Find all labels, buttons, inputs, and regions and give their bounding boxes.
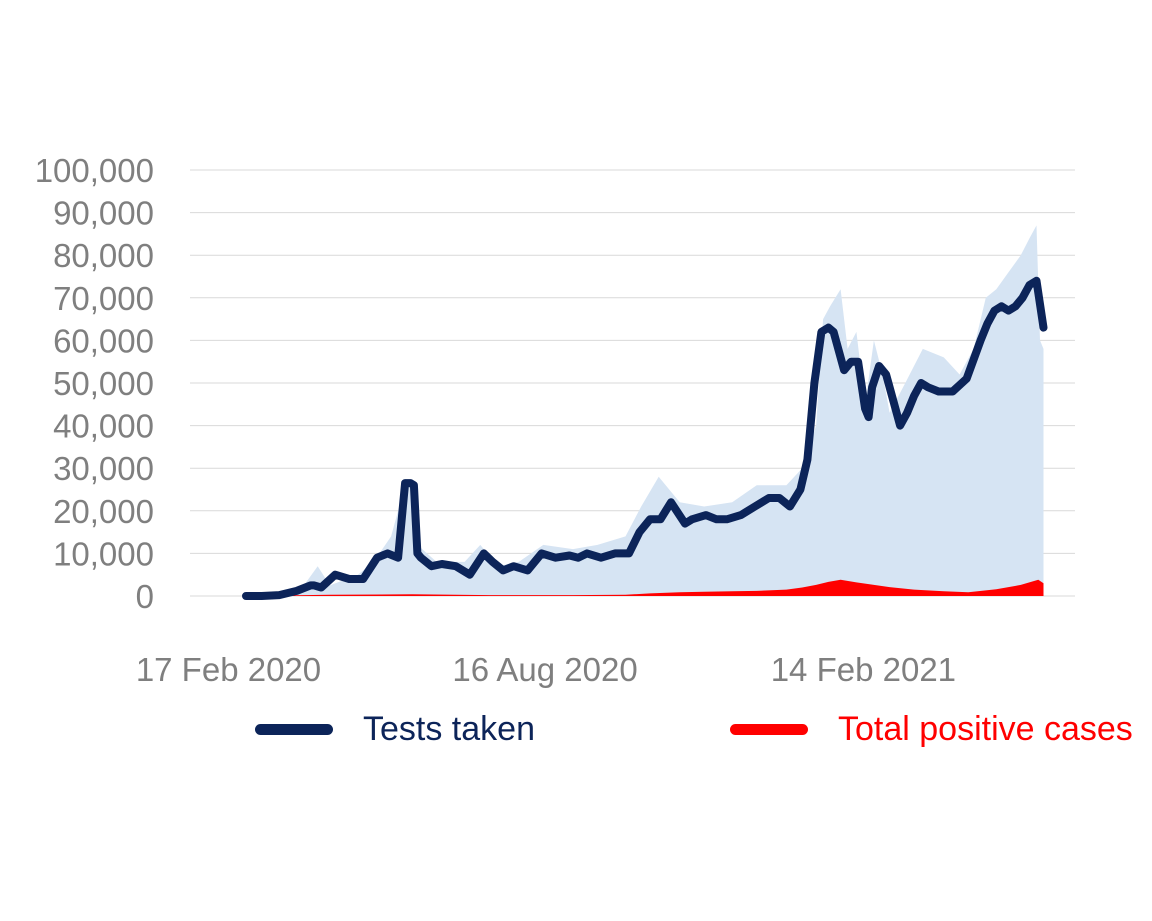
y-tick-label: 40,000 (53, 408, 154, 445)
area-layer (246, 225, 1044, 596)
y-tick-label: 50,000 (53, 365, 154, 402)
legend-swatch-total-positive-cases (730, 723, 808, 735)
x-tick-label: 16 Aug 2020 (452, 651, 637, 688)
line-layer (242, 276, 1048, 600)
y-tick-label: 0 (136, 578, 154, 615)
y-tick-label: 30,000 (53, 450, 154, 487)
y-tick-label: 20,000 (53, 493, 154, 530)
y-tick-label: 80,000 (53, 237, 154, 274)
x-tick-label: 17 Feb 2020 (136, 651, 321, 688)
x-axis-ticks: 17 Feb 2020 16 Aug 2020 14 Feb 2021 (136, 651, 956, 688)
legend-label-total-positive-cases: Total positive cases (838, 709, 1133, 748)
y-tick-label: 70,000 (53, 280, 154, 317)
series-area-total-positive-cases (246, 579, 1044, 596)
series-line-tests-taken (242, 276, 1048, 600)
y-tick-label: 100,000 (35, 152, 154, 189)
x-tick-label: 14 Feb 2021 (771, 651, 956, 688)
y-tick-label: 90,000 (53, 195, 154, 232)
y-tick-label: 10,000 (53, 535, 154, 572)
gridlines (190, 169, 1075, 597)
series-area-daily-tests (246, 225, 1044, 596)
legend-item-tests-taken: Tests taken (255, 705, 535, 753)
legend-item-total-positive-cases: Total positive cases (730, 705, 1133, 753)
legend-swatch-tests-taken (255, 723, 333, 735)
legend-label-tests-taken: Tests taken (363, 709, 535, 748)
y-tick-label: 60,000 (53, 322, 154, 359)
y-axis-ticks: 0 10,000 20,000 30,000 40,000 50,000 60,000 70,… (35, 152, 154, 615)
